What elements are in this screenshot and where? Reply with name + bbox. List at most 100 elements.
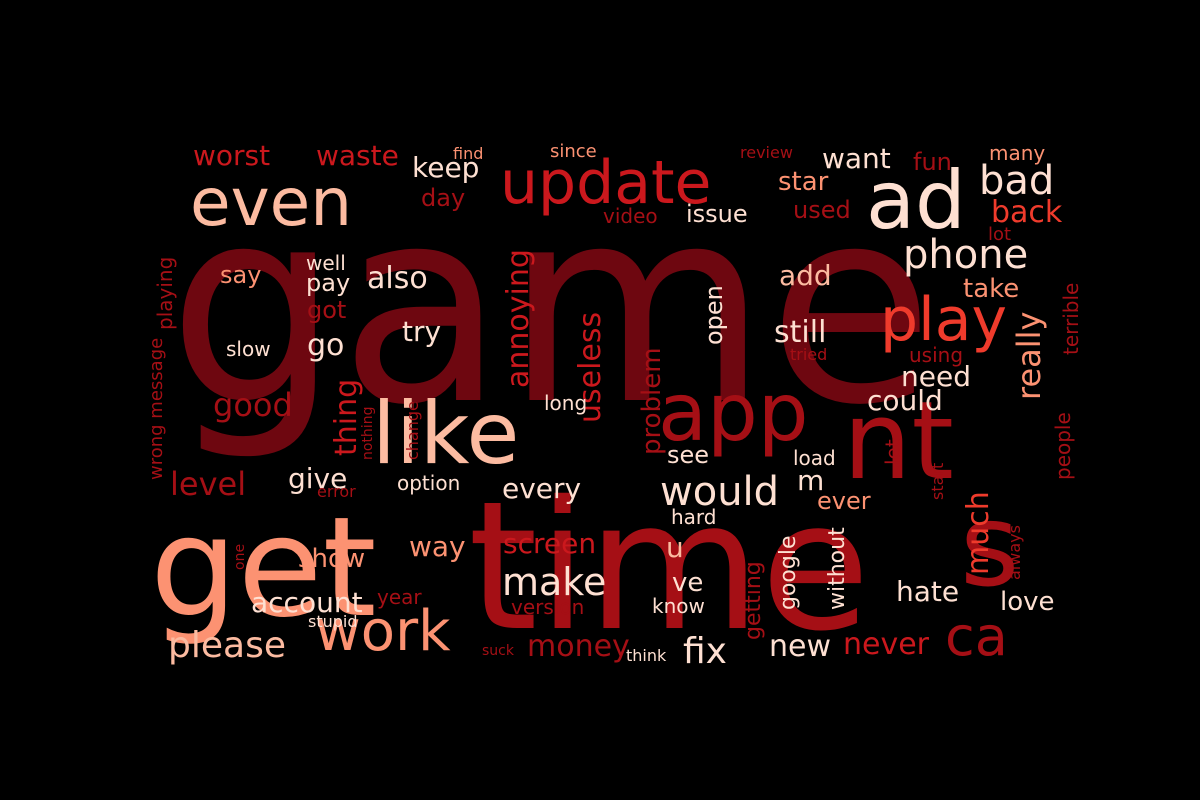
word-much: much	[961, 491, 996, 575]
word-update: update	[500, 148, 711, 218]
word-load: load	[793, 446, 836, 470]
word-got: got	[307, 296, 346, 324]
word-give: give	[288, 462, 347, 495]
word-play: play	[880, 285, 1007, 355]
word-still: still	[774, 315, 826, 350]
word-without: without	[825, 527, 850, 610]
word-love: love	[1000, 587, 1055, 617]
word-back: back	[991, 195, 1063, 230]
word-tried: tried	[790, 345, 827, 364]
word-keep: keep	[412, 151, 479, 184]
word-level: level	[170, 465, 246, 503]
word-also: also	[367, 261, 428, 296]
word-make: make	[502, 560, 606, 604]
word-way: way	[409, 530, 466, 563]
word-wrong-message: wrong message	[146, 338, 167, 480]
word-always: always	[1005, 525, 1024, 580]
word-get: get	[150, 487, 377, 648]
word-need: need	[901, 360, 971, 393]
word-would: would	[660, 469, 779, 515]
word-money: money	[527, 629, 630, 664]
word-suck: suck	[482, 643, 515, 659]
word-google: google	[776, 536, 801, 611]
word-error: error	[317, 482, 356, 501]
word-problem: problem	[637, 347, 667, 455]
word-work: work	[315, 599, 451, 664]
word-let: let	[881, 439, 905, 465]
word-bad: bad	[979, 158, 1054, 204]
word-time: time	[468, 463, 870, 670]
word-getting: getting	[741, 561, 766, 640]
word-review: review	[740, 143, 793, 162]
word-used: used	[793, 196, 851, 224]
word-want: want	[822, 142, 891, 175]
word-useless: useless	[573, 312, 608, 423]
word-well: well	[306, 251, 346, 275]
word-since: since	[550, 141, 597, 162]
word-hard: hard	[671, 505, 717, 529]
word-s: s	[960, 479, 1019, 612]
word-like: like	[372, 384, 519, 484]
word-nothing: nothing	[360, 407, 376, 460]
word-people: people	[1051, 412, 1075, 480]
word-waste: waste	[316, 139, 399, 172]
word-fix: fix	[683, 631, 727, 672]
word-annoying: annoying	[501, 249, 536, 388]
word-long: long	[544, 391, 587, 415]
word-star: star	[778, 167, 829, 197]
word-really: really	[1010, 312, 1048, 400]
word-video: video	[603, 204, 658, 228]
word-change: change	[403, 401, 422, 460]
word-fun: fun	[913, 148, 952, 176]
word-good: good	[213, 386, 293, 424]
word-terrible: terrible	[1059, 283, 1083, 355]
word-thing: thing	[329, 379, 364, 456]
word-nt: nt	[843, 379, 954, 504]
word-many: many	[989, 141, 1045, 165]
word-year: year	[377, 585, 422, 609]
word-phone: phone	[903, 232, 1028, 278]
word-think: think	[626, 646, 667, 665]
word-even: even	[190, 164, 352, 241]
word-app: app	[658, 366, 809, 459]
word-try: try	[402, 315, 441, 348]
word-playing: playing	[153, 257, 177, 330]
word-show: show	[298, 544, 365, 574]
word-issue: issue	[686, 200, 748, 228]
word-please: please	[168, 625, 286, 666]
word-one: one	[232, 544, 248, 570]
word-find: find	[453, 144, 483, 163]
word-say: say	[220, 261, 261, 289]
word-using: using	[909, 343, 963, 367]
word-hate: hate	[896, 575, 959, 608]
word-account: account	[251, 586, 363, 619]
word-slow: slow	[226, 337, 271, 361]
word-version: version	[511, 595, 584, 619]
word-option: option	[397, 471, 460, 495]
word-every: every	[502, 472, 581, 505]
word-ever: ever	[817, 487, 871, 515]
word-see: see	[667, 441, 709, 469]
word-day: day	[421, 184, 465, 212]
word-go: go	[307, 328, 344, 363]
word-ad: ad	[866, 154, 966, 247]
word-ca: ca	[945, 605, 1008, 668]
word-stupid: stupid	[308, 612, 358, 631]
word-ve: ve	[672, 568, 703, 598]
word-never: never	[843, 627, 930, 662]
word-could: could	[867, 384, 943, 417]
word-pay: pay	[306, 269, 350, 297]
word-know: know	[652, 594, 705, 618]
word-lot: lot	[988, 224, 1011, 245]
word-new: new	[769, 629, 831, 664]
word-game: game	[168, 149, 934, 464]
word-screen: screen	[503, 527, 596, 560]
word-open: open	[700, 285, 728, 345]
word-add: add	[779, 259, 832, 292]
word-u: u	[666, 531, 684, 564]
word-start: start	[928, 463, 947, 500]
word-take: take	[963, 274, 1019, 304]
